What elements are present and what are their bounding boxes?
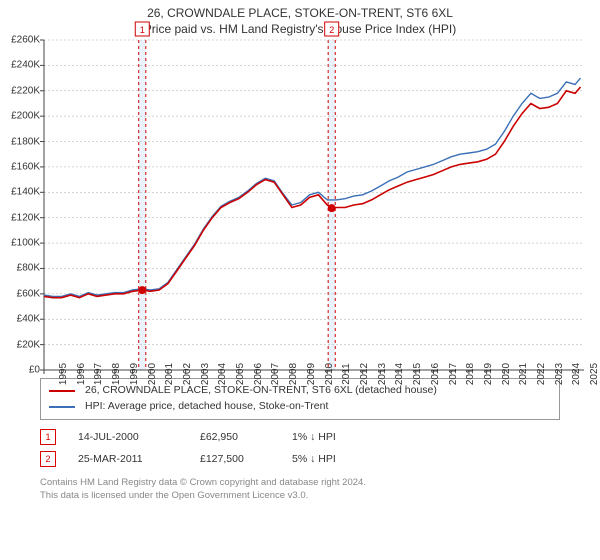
y-axis-tick-label: £180K [11,136,40,147]
y-axis-tick-label: £240K [11,60,40,71]
chart-title-address: 26, CROWNDALE PLACE, STOKE-ON-TRENT, ST6… [0,0,600,20]
transaction-price: £62,950 [200,431,270,443]
legend-label-series2: HPI: Average price, detached house, Stok… [85,399,328,415]
transaction-date: 14-JUL-2000 [78,431,178,443]
y-axis-tick-label: £200K [11,111,40,122]
y-axis-tick-label: £20K [17,339,40,350]
y-axis-tick-label: £40K [17,314,40,325]
legend-swatch-series1 [49,390,75,392]
legend-swatch-series2 [49,406,75,408]
x-axis-tick-label: 2025 [575,363,600,385]
transactions-table: 1 14-JUL-2000 £62,950 1% ↓ HPI 2 25-MAR-… [40,426,560,470]
footer-attribution: Contains HM Land Registry data © Crown c… [40,476,560,503]
y-axis-tick-label: £260K [11,35,40,46]
transaction-marker: 1 [40,429,56,445]
y-axis-tick-label: £0 [29,365,40,376]
transaction-marker: 2 [40,451,56,467]
svg-text:2: 2 [329,25,334,35]
y-axis-tick-label: £100K [11,238,40,249]
transaction-date: 25-MAR-2011 [78,453,178,465]
y-axis-tick-label: £80K [17,263,40,274]
table-row: 2 25-MAR-2011 £127,500 5% ↓ HPI [40,448,560,470]
transaction-price: £127,500 [200,453,270,465]
svg-text:1: 1 [140,25,145,35]
chart-title-desc: Price paid vs. HM Land Registry's House … [0,20,600,40]
chart-area: 12£0£20K£40K£60K£80K£100K£120K£140K£160K… [44,40,584,370]
transaction-hpi-delta: 5% ↓ HPI [292,453,336,465]
y-axis-tick-label: £120K [11,212,40,223]
y-axis-tick-label: £160K [11,161,40,172]
legend-label-series1: 26, CROWNDALE PLACE, STOKE-ON-TRENT, ST6… [85,383,437,399]
table-row: 1 14-JUL-2000 £62,950 1% ↓ HPI [40,426,560,448]
transaction-hpi-delta: 1% ↓ HPI [292,431,336,443]
y-axis-tick-label: £60K [17,288,40,299]
y-axis-tick-label: £140K [11,187,40,198]
y-axis-tick-label: £220K [11,85,40,96]
